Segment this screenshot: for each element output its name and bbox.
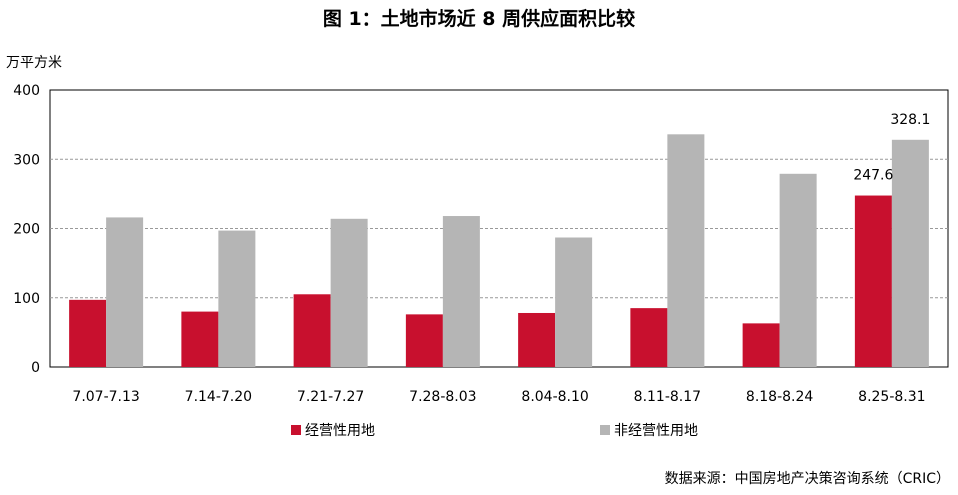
bar-non-operating [667, 134, 705, 367]
x-category-label: 8.11-8.17 [634, 389, 701, 405]
bar-operating [630, 308, 668, 367]
y-axis-unit: 万平方米 [6, 55, 62, 71]
legend-label: 非经营性用地 [614, 423, 698, 439]
bar-operating [181, 311, 219, 367]
bar-non-operating [891, 139, 929, 367]
x-category-label: 7.28-8.03 [409, 389, 476, 405]
x-category-label: 7.21-7.27 [297, 389, 364, 405]
chart-title: 图 1：土地市场近 8 周供应面积比较 [322, 8, 636, 30]
x-category-label: 7.14-7.20 [185, 389, 252, 405]
x-category-label: 8.04-8.10 [521, 389, 588, 405]
bar-operating [293, 294, 331, 367]
bar-operating [405, 314, 443, 367]
data-label: 247.6 [853, 168, 893, 184]
x-category-label: 8.18-8.24 [746, 389, 813, 405]
bar-non-operating [779, 173, 817, 367]
legend-swatch [291, 425, 301, 435]
bar-non-operating [555, 237, 593, 367]
x-category-label: 7.07-7.13 [72, 389, 139, 405]
bar-non-operating [218, 230, 256, 367]
data-source: 数据来源：中国房地产决策咨询系统（CRIC） [664, 471, 950, 487]
bar-operating [854, 195, 892, 367]
bar-operating [518, 312, 556, 367]
data-label: 328.1 [890, 112, 930, 128]
bar-non-operating [106, 217, 144, 367]
y-tick-label: 100 [13, 291, 40, 307]
bar-operating [69, 299, 107, 367]
y-tick-label: 200 [13, 222, 40, 238]
y-tick-label: 300 [13, 152, 40, 168]
legend-swatch [600, 425, 610, 435]
y-tick-label: 0 [31, 360, 40, 376]
legend-label: 经营性用地 [305, 423, 375, 439]
bar-operating [742, 323, 780, 367]
bar-non-operating [442, 216, 480, 367]
x-category-label: 8.25-8.31 [858, 389, 925, 405]
y-tick-label: 400 [13, 83, 40, 99]
bar-non-operating [330, 218, 368, 367]
